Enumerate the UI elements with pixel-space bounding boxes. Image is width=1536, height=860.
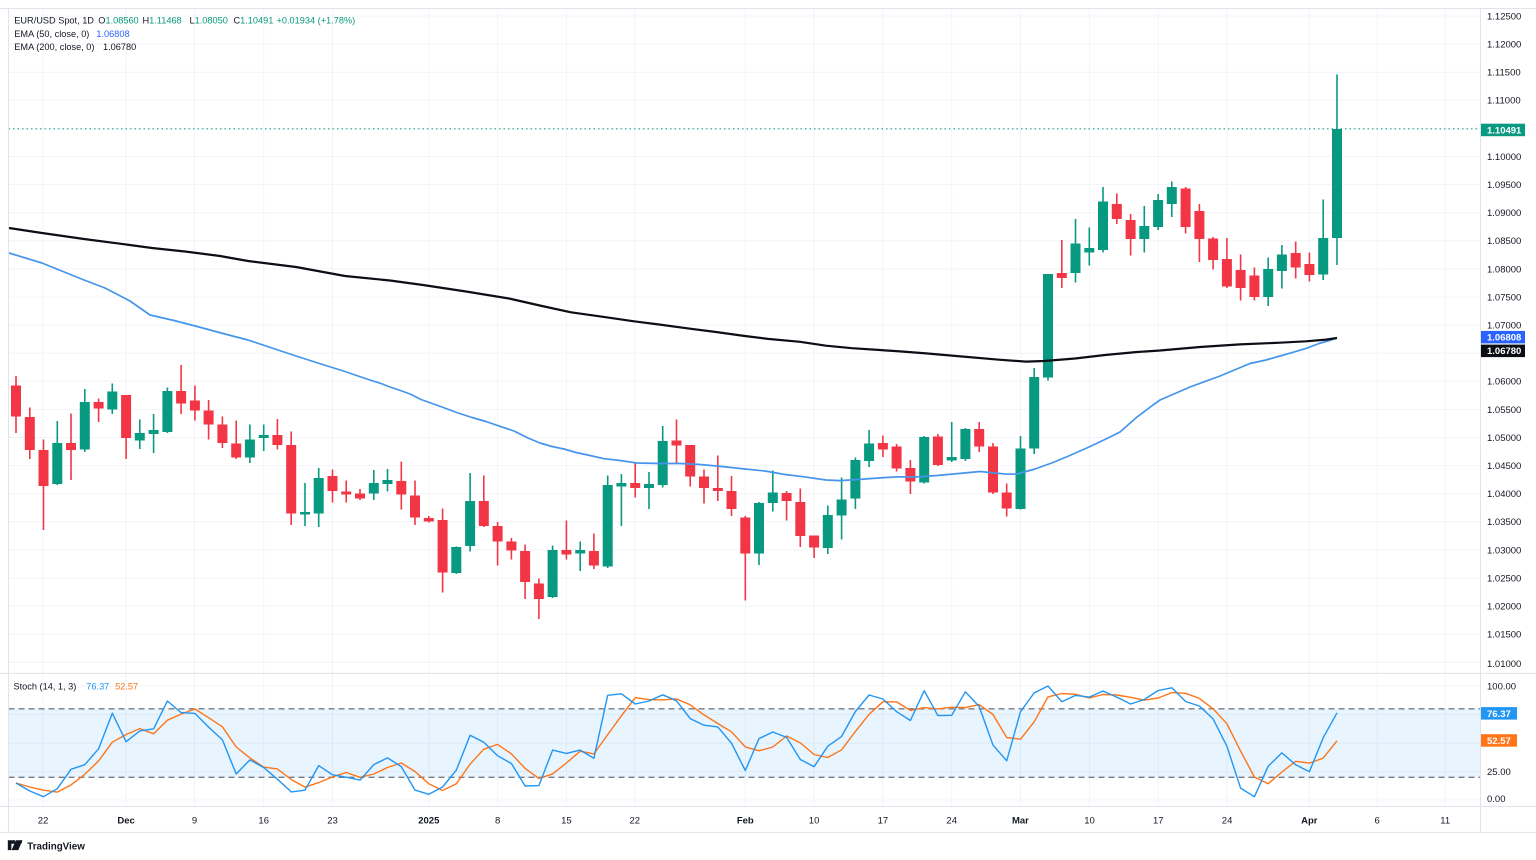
svg-text:22: 22 bbox=[630, 816, 641, 827]
svg-text:C1.10491: C1.10491 bbox=[234, 16, 274, 26]
svg-text:10: 10 bbox=[809, 816, 820, 827]
svg-text:1.08000: 1.08000 bbox=[1487, 264, 1521, 275]
svg-text:1.03000: 1.03000 bbox=[1487, 545, 1521, 556]
svg-text:17: 17 bbox=[1153, 816, 1164, 827]
svg-text:100.00: 100.00 bbox=[1487, 681, 1516, 692]
svg-text:1.07500: 1.07500 bbox=[1487, 292, 1521, 303]
svg-text:1.12500: 1.12500 bbox=[1487, 11, 1521, 22]
svg-text:1.06780: 1.06780 bbox=[103, 42, 136, 52]
svg-text:1.10491: 1.10491 bbox=[1487, 125, 1522, 136]
svg-text:17: 17 bbox=[878, 816, 889, 827]
svg-text:TradingView: TradingView bbox=[27, 841, 85, 852]
svg-text:EUR/USD Spot, 1D: EUR/USD Spot, 1D bbox=[14, 16, 94, 26]
svg-text:1.01000: 1.01000 bbox=[1487, 659, 1521, 670]
svg-text:1.06808: 1.06808 bbox=[96, 29, 129, 39]
svg-text:1.01500: 1.01500 bbox=[1487, 630, 1521, 641]
svg-text:1.06000: 1.06000 bbox=[1487, 377, 1521, 388]
svg-text:76.37: 76.37 bbox=[1487, 709, 1511, 720]
svg-text:1.11000: 1.11000 bbox=[1487, 96, 1521, 107]
svg-text:Dec: Dec bbox=[117, 816, 134, 827]
svg-text:23: 23 bbox=[327, 816, 338, 827]
svg-text:24: 24 bbox=[946, 816, 957, 827]
svg-text:1.07000: 1.07000 bbox=[1487, 321, 1521, 332]
svg-text:52.57: 52.57 bbox=[115, 681, 138, 691]
svg-text:1.06808: 1.06808 bbox=[1487, 333, 1521, 344]
svg-text:52.57: 52.57 bbox=[1487, 736, 1511, 747]
svg-text:10: 10 bbox=[1084, 816, 1095, 827]
svg-text:Feb: Feb bbox=[737, 816, 754, 827]
svg-text:1.08500: 1.08500 bbox=[1487, 236, 1521, 247]
svg-text:1.04000: 1.04000 bbox=[1487, 489, 1521, 500]
svg-text:O1.08560: O1.08560 bbox=[98, 16, 138, 26]
svg-text:11: 11 bbox=[1440, 816, 1450, 827]
svg-text:16: 16 bbox=[258, 816, 269, 827]
svg-text:+0.01934 (+1.78%): +0.01934 (+1.78%) bbox=[277, 16, 356, 26]
svg-text:1.02500: 1.02500 bbox=[1487, 573, 1521, 584]
svg-text:6: 6 bbox=[1375, 816, 1380, 827]
svg-text:1.06780: 1.06780 bbox=[1487, 346, 1521, 357]
svg-text:H1.11468: H1.11468 bbox=[143, 16, 182, 26]
svg-text:22: 22 bbox=[38, 816, 49, 827]
svg-text:L1.08050: L1.08050 bbox=[190, 16, 228, 26]
svg-text:8: 8 bbox=[495, 816, 500, 827]
svg-text:1.11500: 1.11500 bbox=[1487, 68, 1521, 79]
svg-text:Stoch (14, 1, 3): Stoch (14, 1, 3) bbox=[14, 681, 77, 691]
svg-text:0.00: 0.00 bbox=[1487, 794, 1506, 805]
svg-text:9: 9 bbox=[192, 816, 197, 827]
svg-text:EMA (200, close, 0): EMA (200, close, 0) bbox=[14, 42, 94, 52]
svg-text:2025: 2025 bbox=[418, 816, 440, 827]
svg-text:1.05000: 1.05000 bbox=[1487, 433, 1521, 444]
svg-text:1.02000: 1.02000 bbox=[1487, 602, 1521, 613]
svg-text:Mar: Mar bbox=[1012, 816, 1029, 827]
svg-text:25.00: 25.00 bbox=[1487, 767, 1511, 778]
svg-text:76.37: 76.37 bbox=[86, 681, 109, 691]
svg-text:Apr: Apr bbox=[1301, 816, 1318, 827]
svg-text:1.10000: 1.10000 bbox=[1487, 152, 1521, 163]
svg-text:1.12000: 1.12000 bbox=[1487, 40, 1521, 51]
svg-text:1.03500: 1.03500 bbox=[1487, 517, 1521, 528]
svg-text:15: 15 bbox=[561, 816, 572, 827]
svg-text:EMA (50, close, 0): EMA (50, close, 0) bbox=[14, 29, 89, 39]
svg-text:1.09000: 1.09000 bbox=[1487, 208, 1521, 219]
svg-text:1.09500: 1.09500 bbox=[1487, 180, 1521, 191]
svg-text:24: 24 bbox=[1222, 816, 1233, 827]
svg-text:1.04500: 1.04500 bbox=[1487, 461, 1521, 472]
svg-text:1.05500: 1.05500 bbox=[1487, 405, 1521, 416]
